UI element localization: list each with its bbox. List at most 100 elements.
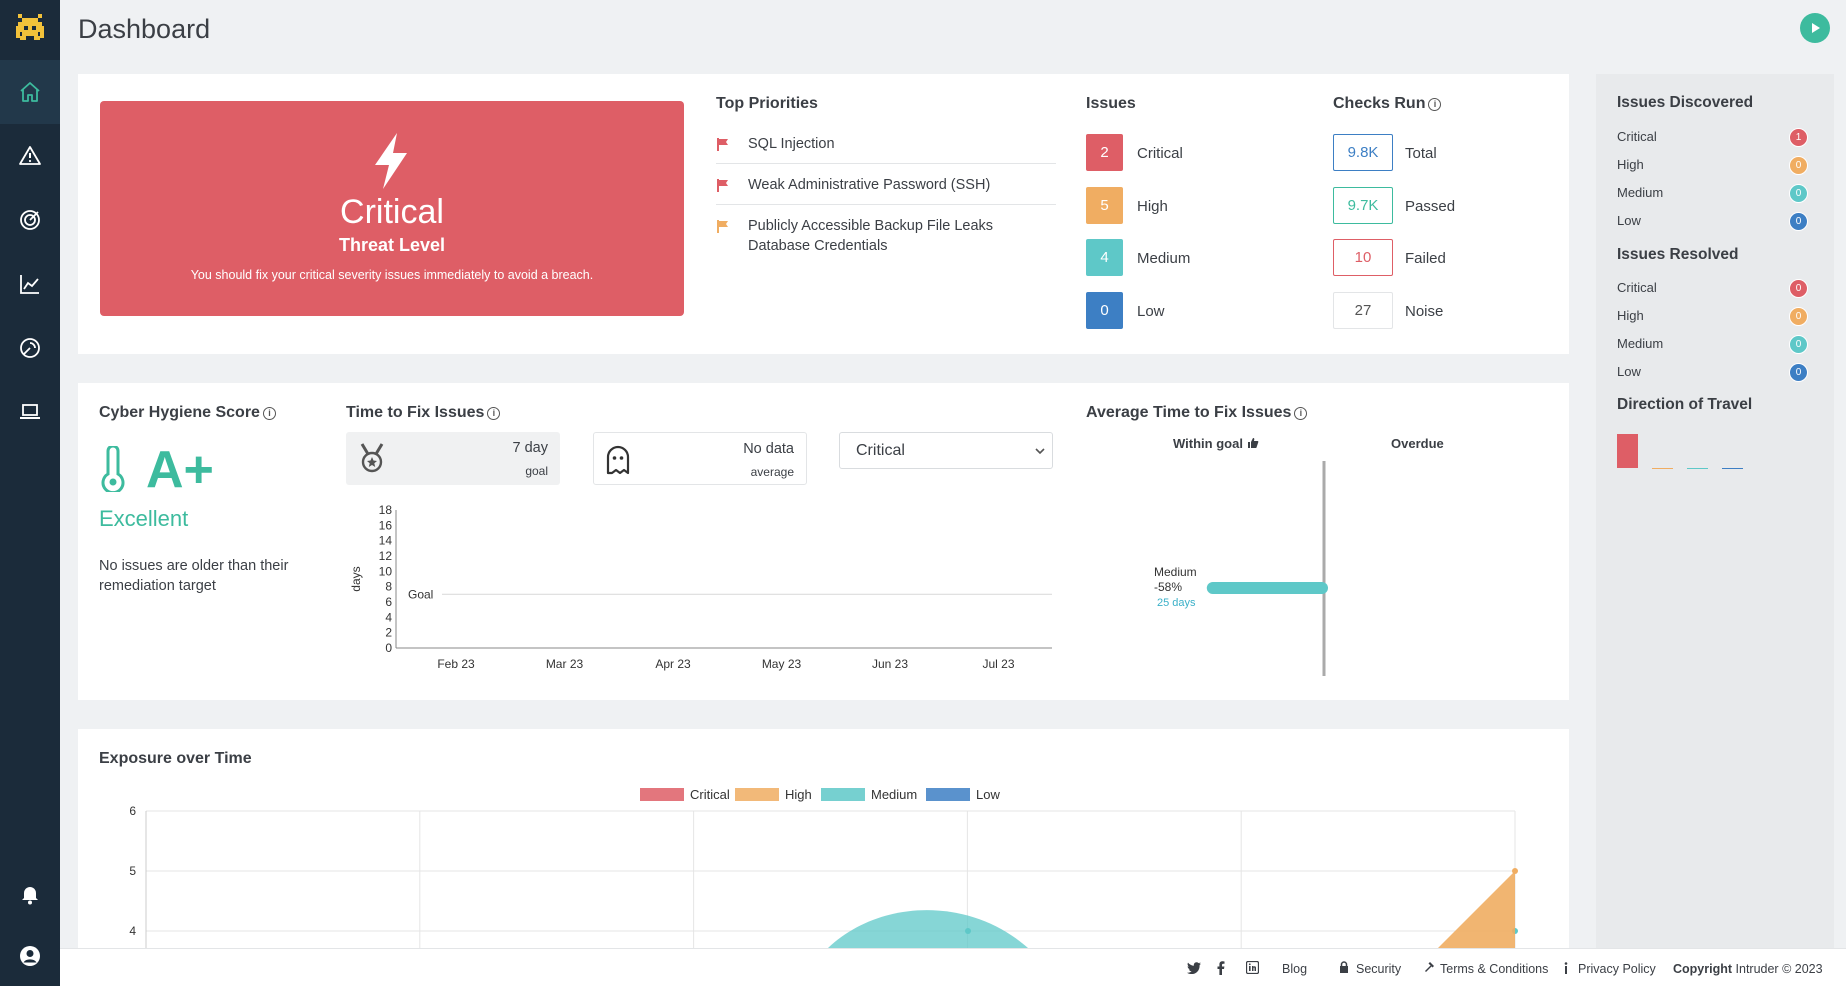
time-to-fix-title: Time to Fix Issues i [346,404,501,422]
info-icon[interactable]: i [1428,98,1442,111]
chevron-down-icon [1035,448,1045,455]
footer: Blog Security Terms & Conditions Privacy… [60,948,1846,986]
resolved-low-label: Low [1617,364,1641,379]
info-icon[interactable]: i [1294,407,1308,420]
x-tick-label: Jun 23 [872,657,908,671]
privacy-link[interactable]: Privacy Policy [1578,962,1656,976]
discovered-high-count: 0 [1789,156,1808,175]
y-tick-label: 4 [129,924,136,938]
legend-label: Low [976,787,1000,802]
nav-account[interactable] [0,924,60,986]
legend-label: Medium [871,787,917,802]
high-label: High [1137,198,1168,215]
average-value: No data [743,441,794,457]
x-tick-label: Mar 23 [546,657,584,671]
thermometer-icon [101,446,125,492]
goal-value: 7 day [512,440,548,456]
priority-divider [716,204,1056,205]
user-icon [20,946,40,966]
discovered-medium-count: 0 [1789,184,1808,203]
nav-issues[interactable] [0,124,60,188]
warning-icon [19,146,41,165]
info-icon[interactable]: i [262,407,276,420]
checks-failed-label: Failed [1405,250,1446,267]
nav-home[interactable] [0,60,60,124]
flag-icon [717,179,728,192]
flag-icon [717,220,728,233]
discovered-medium-label: Medium [1617,185,1664,200]
medium-count[interactable]: 4 [1086,239,1123,276]
terms-link[interactable]: Terms & Conditions [1440,962,1549,976]
play-button[interactable] [1800,13,1830,43]
checks-run-title: Checks Run i [1333,95,1442,113]
hygiene-title: Cyber Hygiene Score i [99,404,276,422]
y-axis-label: days [349,566,363,591]
priority-item[interactable]: SQL Injection [716,134,1056,154]
checks-total-value: 9.8K [1333,134,1393,171]
gavel-icon [1425,962,1434,972]
play-icon [1812,23,1820,33]
legend-swatch [640,788,684,801]
sidebar [0,0,60,986]
threat-level-message: You should fix your critical severity is… [190,268,594,282]
thumbs-up-icon [1247,438,1258,448]
issues-title: Issues [1086,95,1136,112]
laptop-icon [20,404,40,419]
critical-count[interactable]: 2 [1086,134,1123,171]
twitter-icon[interactable] [1187,962,1201,974]
nav-reports[interactable] [0,252,60,316]
low-label: Low [1137,303,1165,320]
bar-category-label: Medium [1154,565,1197,579]
bell-icon [22,887,38,905]
nav-scans[interactable] [0,316,60,380]
resolved-medium-label: Medium [1617,336,1664,351]
summary-panel [1596,74,1834,974]
discovered-critical-count: 1 [1789,128,1808,147]
checks-total-label: Total [1405,145,1437,162]
resolved-medium-count: 0 [1789,335,1808,354]
x-tick-label: May 23 [762,657,802,671]
overdue-header: Overdue [1391,436,1444,451]
facebook-icon[interactable] [1217,961,1225,975]
priority-item[interactable]: Weak Administrative Password (SSH) [716,175,1056,195]
direction-of-travel-chart [1617,434,1743,469]
flag-icon [717,138,728,151]
info-icon[interactable]: i [487,407,501,420]
security-link[interactable]: Security [1356,962,1402,976]
bar-value-label: -58% [1154,580,1182,594]
target-icon [20,210,40,230]
top-priorities-title: Top Priorities [716,95,818,112]
legend-swatch [735,788,779,801]
blog-link[interactable]: Blog [1282,962,1308,976]
discovered-high-label: High [1617,157,1644,172]
medium-point [965,928,971,934]
medal-icon [360,443,384,473]
within-goal-header: Within goal [1173,436,1259,451]
resolved-high-label: High [1617,308,1644,323]
legend-swatch [821,788,865,801]
high-point [1512,868,1518,874]
x-tick-label: Apr 23 [655,657,691,671]
info-icon [1564,962,1568,974]
nav-notifications[interactable] [0,862,60,926]
medium-area [828,910,1028,948]
goal-label: goal [525,464,548,478]
ghost-icon [606,445,630,475]
high-count[interactable]: 5 [1086,187,1123,224]
y-tick-label: 16 [379,518,393,532]
linkedin-icon[interactable] [1246,961,1259,974]
low-count[interactable]: 0 [1086,292,1123,329]
checks-noise-value: 27 [1333,292,1393,329]
discovered-low-count: 0 [1789,212,1808,231]
discovered-low-label: Low [1617,213,1641,228]
average-label: average [750,465,794,479]
intruder-logo[interactable] [14,12,46,44]
priority-item[interactable]: Publicly Accessible Backup File Leaks Da… [716,216,1056,256]
legend-label: High [785,787,812,802]
severity-select[interactable]: Critical [839,432,1053,469]
critical-label: Critical [1137,145,1183,162]
nav-devices[interactable] [0,380,60,444]
y-tick-label: 0 [385,641,392,655]
nav-targets[interactable] [0,188,60,252]
threat-level-card: Critical Threat Level You should fix you… [100,101,684,316]
